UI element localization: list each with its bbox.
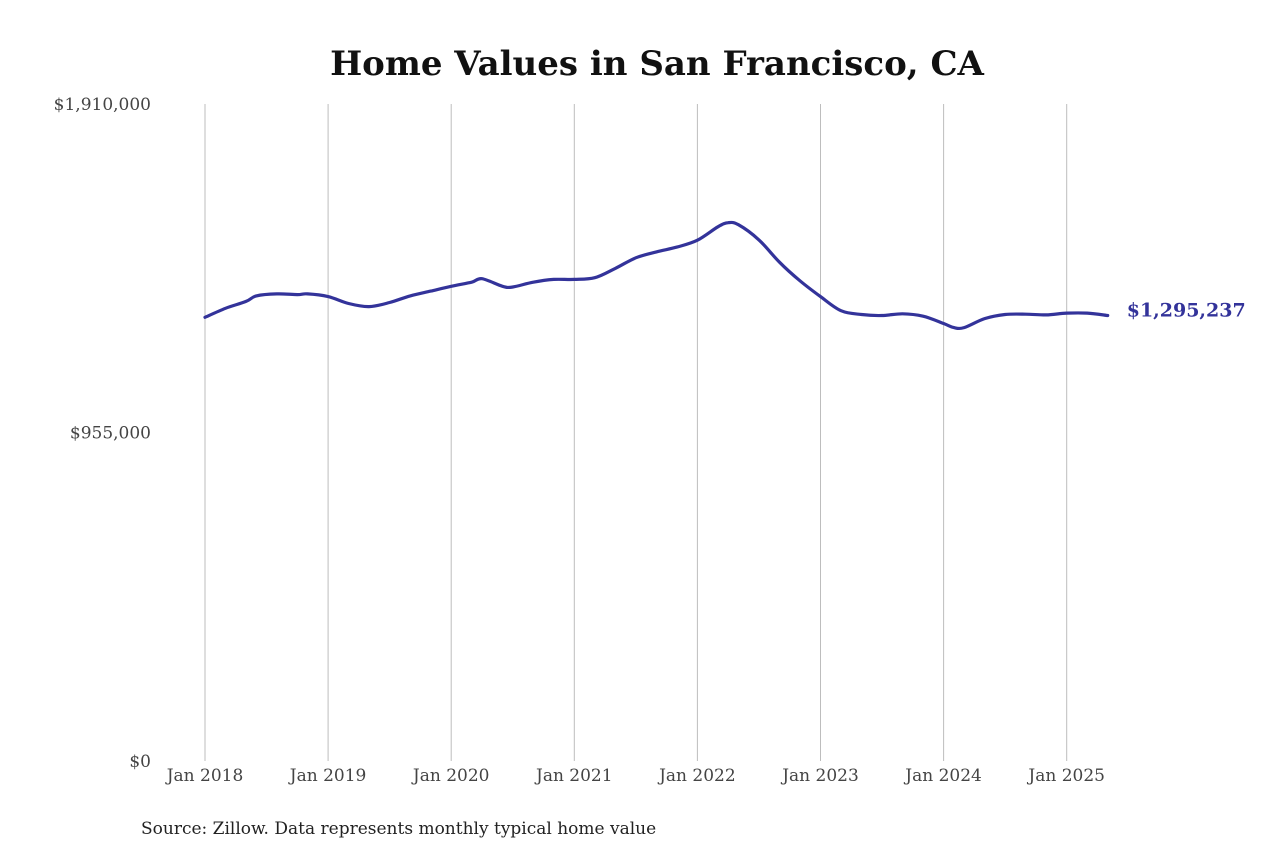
source-note: Source: Zillow. Data represents monthly … [141, 819, 656, 839]
y-tick-label: $0 [129, 752, 151, 772]
x-tick-label: Jan 2018 [165, 766, 244, 786]
x-axis: Jan 2018 Jan 2019 Jan 2020 Jan 2021 Jan 2022… [165, 766, 1105, 786]
gridlines [204, 104, 1068, 761]
x-tick-label: Jan 2022 [657, 766, 736, 786]
y-tick-label: $955,000 [70, 424, 151, 444]
series-layer: $1,295,237 [203, 220, 1246, 331]
x-tick-label: Jan 2023 [780, 766, 859, 786]
end-value-label: $1,295,237 [1127, 299, 1246, 321]
y-tick-label: $1,910,000 [54, 95, 151, 115]
x-tick-label: Jan 2025 [1026, 766, 1105, 786]
x-tick-label: Jan 2019 [288, 766, 367, 786]
chart-title: Home Values in San Francisco, CA [330, 44, 984, 84]
x-tick-label: Jan 2020 [411, 766, 490, 786]
series-line [203, 220, 1110, 331]
x-tick-label: Jan 2021 [534, 766, 613, 786]
y-axis: $1,910,000 $955,000 $0 [54, 95, 151, 772]
x-tick-label: Jan 2024 [903, 766, 982, 786]
